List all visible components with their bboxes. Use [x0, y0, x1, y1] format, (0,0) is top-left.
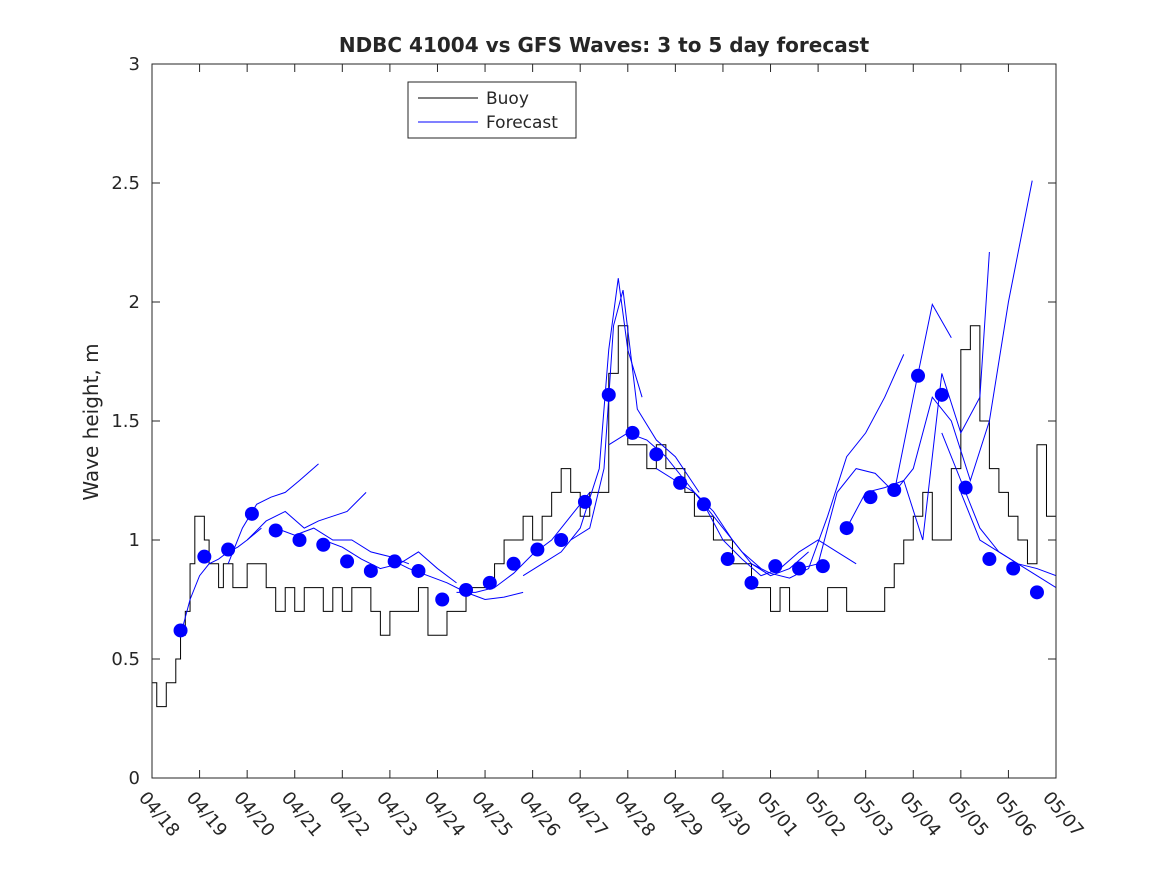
forecast-point [244, 506, 259, 521]
forecast-point [506, 556, 521, 571]
forecast-point [887, 483, 902, 498]
forecast-point [673, 475, 688, 490]
forecast-point [958, 480, 973, 495]
forecast-point [696, 497, 711, 512]
forecast-line [893, 180, 1033, 493]
forecast-point [459, 582, 474, 597]
y-axis-label: Wave height, m [79, 343, 103, 500]
forecast-line [798, 302, 952, 570]
forecast-point [435, 592, 450, 607]
forecast-point [340, 554, 355, 569]
data-layer [152, 180, 1056, 708]
forecast-point [221, 542, 236, 557]
forecast-point [173, 623, 188, 638]
forecast-line [751, 354, 905, 579]
forecast-line [570, 289, 700, 541]
forecast-point [411, 563, 426, 578]
forecast-point [625, 425, 640, 440]
legend-forecast-label: Forecast [486, 113, 558, 133]
buoy-line [152, 325, 1056, 708]
y-tick-label: 0 [129, 768, 140, 789]
forecast-line [246, 492, 367, 541]
y-tick-label: 2.5 [111, 173, 140, 194]
forecast-point [601, 387, 616, 402]
forecast-point [363, 563, 378, 578]
forecast-line [180, 527, 262, 636]
forecast-point [982, 552, 997, 567]
y-tick-label: 3 [129, 54, 140, 75]
forecast-line [456, 492, 591, 593]
forecast-point [197, 549, 212, 564]
forecast-point [268, 523, 283, 538]
y-tick-label: 1.5 [111, 411, 140, 432]
forecast-point [1006, 561, 1021, 576]
forecast-point [934, 387, 949, 402]
forecast-point [839, 521, 854, 536]
legend: Buoy Forecast [407, 81, 577, 139]
forecast-point [792, 561, 807, 576]
forecast-point [911, 368, 926, 383]
y-tick-label: 2 [129, 292, 140, 313]
forecast-point [292, 533, 307, 547]
forecast-line [960, 492, 1056, 577]
forecast-point [577, 494, 592, 509]
axes-frame [151, 63, 1057, 779]
forecast-point [1029, 585, 1044, 600]
forecast-point [863, 490, 878, 505]
forecast-point [482, 575, 497, 590]
forecast-point [530, 542, 545, 557]
forecast-point [316, 537, 331, 552]
forecast-line [522, 278, 643, 577]
forecast-point [649, 447, 664, 462]
forecast-point [815, 559, 830, 574]
legend-box [407, 81, 577, 139]
chart-title: NDBC 41004 vs GFS Waves: 3 to 5 day fore… [339, 33, 870, 57]
y-tick-label: 0.5 [111, 649, 140, 670]
y-tick-label: 1 [129, 530, 140, 551]
forecast-point [768, 559, 783, 574]
forecast-point [387, 554, 402, 569]
forecast-point [744, 575, 759, 590]
forecast-point [720, 552, 735, 567]
forecast-point [554, 533, 569, 547]
legend-buoy-label: Buoy [486, 89, 529, 109]
forecast-line [227, 463, 319, 564]
